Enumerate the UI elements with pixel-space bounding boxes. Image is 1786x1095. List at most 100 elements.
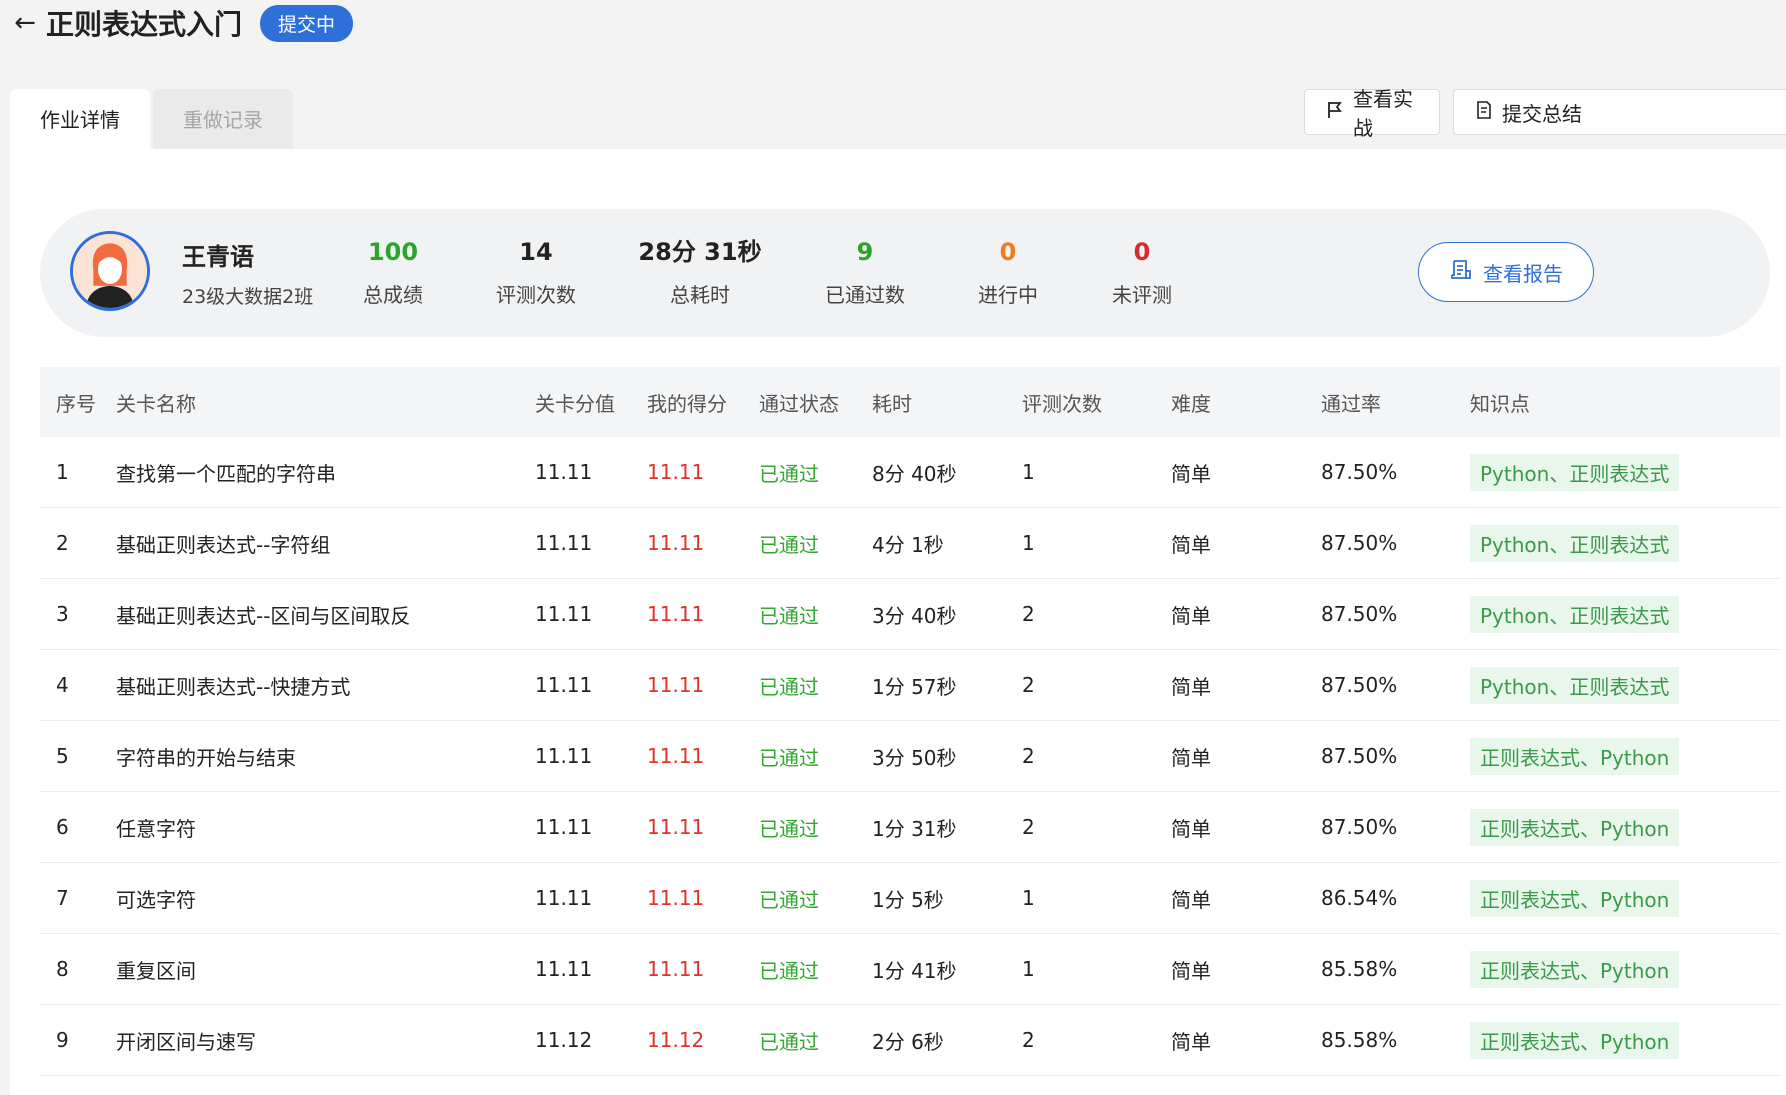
pass-status: 已通过 [759, 1029, 819, 1054]
table-row[interactable]: 6 任意字符 11.11 11.11 已通过 1分 31秒 2 简单 87.50% 正则表达式、P… [40, 792, 1780, 863]
level-name[interactable]: 可选字符 [116, 887, 196, 912]
level-name[interactable]: 基础正则表达式--快捷方式 [116, 674, 351, 699]
table-row[interactable]: 4 基础正则表达式--快捷方式 11.11 11.11 已通过 1分 57秒 2 简单 87.5… [40, 650, 1780, 721]
knowledge-tag: 正则表达式、Python [1470, 737, 1680, 775]
level-points: 11.12 [535, 1028, 593, 1052]
knowledge-tag: Python、正则表达式 [1470, 524, 1680, 562]
level-points: 11.11 [535, 460, 593, 484]
stat-in-progress: 0 进行中 [978, 237, 1038, 308]
pass-status: 已通过 [759, 461, 819, 486]
row-index: 1 [56, 460, 69, 484]
time-spent: 1分 31秒 [872, 816, 957, 841]
my-score: 11.12 [647, 1028, 705, 1052]
time-spent: 1分 5秒 [872, 887, 944, 912]
row-index: 7 [56, 886, 69, 910]
document-icon [1474, 100, 1494, 125]
evaluation-count: 2 [1022, 815, 1035, 839]
tab-bar: 作业详情 重做记录 [10, 89, 293, 149]
stat-value: 28分 31秒 [638, 238, 762, 266]
my-score: 11.11 [647, 815, 705, 839]
my-score: 11.11 [647, 957, 705, 981]
evaluation-count: 1 [1022, 957, 1035, 981]
row-index: 2 [56, 531, 69, 555]
row-index: 8 [56, 957, 69, 981]
evaluation-count: 1 [1022, 886, 1035, 910]
table-row[interactable]: 1 查找第一个匹配的字符串 11.11 11.11 已通过 8分 40秒 1 简单 87.50%… [40, 437, 1780, 508]
row-index: 5 [56, 744, 69, 768]
tab-redo-records[interactable]: 重做记录 [153, 89, 293, 149]
column-header: 通过率 [1321, 391, 1381, 416]
level-name[interactable]: 查找第一个匹配的字符串 [116, 461, 336, 486]
knowledge-tag: Python、正则表达式 [1470, 666, 1680, 704]
flag-icon [1325, 100, 1345, 125]
pass-rate: 87.50% [1321, 673, 1398, 697]
column-header: 关卡名称 [116, 391, 196, 416]
difficulty: 简单 [1171, 745, 1211, 770]
level-name[interactable]: 开闭区间与速写 [116, 1029, 256, 1054]
pass-rate: 85.58% [1321, 1028, 1398, 1052]
level-name[interactable]: 重复区间 [116, 958, 196, 983]
status-badge: 提交中 [260, 4, 354, 42]
knowledge-tag: Python、正则表达式 [1470, 595, 1680, 633]
time-spent: 1分 57秒 [872, 674, 957, 699]
view-practice-button[interactable]: 查看实战 [1304, 87, 1440, 140]
column-header: 关卡分值 [535, 391, 615, 416]
level-points: 11.11 [535, 673, 593, 697]
level-name[interactable]: 字符串的开始与结束 [116, 745, 296, 770]
stat-total-time: 28分 31秒 总耗时 [638, 237, 761, 308]
level-points: 11.11 [535, 744, 593, 768]
difficulty: 简单 [1171, 461, 1211, 486]
student-name: 王青语 [182, 243, 254, 271]
level-name[interactable]: 任意字符 [116, 816, 196, 841]
difficulty: 简单 [1171, 1029, 1211, 1054]
table-body: 1 查找第一个匹配的字符串 11.11 11.11 已通过 8分 40秒 1 简单 87.50%… [40, 437, 1780, 1076]
pass-status: 已通过 [759, 745, 819, 770]
knowledge-tag: 正则表达式、Python [1470, 950, 1680, 988]
table-row[interactable]: 9 开闭区间与速写 11.12 11.12 已通过 2分 6秒 2 简单 85.58% 正则表达式… [40, 1005, 1780, 1076]
submit-summary-button[interactable]: 提交总结 [1453, 89, 1786, 135]
table-row[interactable]: 3 基础正则表达式--区间与区间取反 11.11 11.11 已通过 3分 40秒 2 简单 8… [40, 579, 1780, 650]
level-name[interactable]: 基础正则表达式--字符组 [116, 532, 331, 557]
submit-summary-label: 提交总结 [1502, 101, 1582, 126]
row-index: 9 [56, 1028, 69, 1052]
knowledge-tags: 正则表达式、Python [1470, 950, 1680, 988]
evaluation-count: 2 [1022, 744, 1035, 768]
evaluation-count: 2 [1022, 602, 1035, 626]
table-header: 序号 关卡名称 关卡分值 我的得分 通过状态 耗时 评测次数 难度 通过率 知识… [40, 367, 1780, 437]
level-name[interactable]: 基础正则表达式--区间与区间取反 [116, 603, 411, 628]
stat-value: 14 [519, 238, 553, 266]
pass-status: 已通过 [759, 532, 819, 557]
view-report-button[interactable]: 查看报告 [1418, 242, 1594, 302]
pass-rate: 87.50% [1321, 531, 1398, 555]
column-header: 通过状态 [759, 391, 839, 416]
stat-passed-count: 9 已通过数 [825, 237, 905, 308]
time-spent: 4分 1秒 [872, 532, 944, 557]
column-header: 评测次数 [1022, 391, 1102, 416]
difficulty: 简单 [1171, 674, 1211, 699]
report-icon [1449, 258, 1473, 287]
stat-evaluation-count: 14 评测次数 [496, 237, 576, 308]
evaluation-count: 2 [1022, 673, 1035, 697]
level-points: 11.11 [535, 531, 593, 555]
difficulty: 简单 [1171, 603, 1211, 628]
pass-rate: 87.50% [1321, 815, 1398, 839]
stat-total-score: 100 总成绩 [363, 237, 423, 308]
column-header: 难度 [1171, 391, 1211, 416]
pass-rate: 87.50% [1321, 744, 1398, 768]
table-row[interactable]: 2 基础正则表达式--字符组 11.11 11.11 已通过 4分 1秒 1 简单 87.50%… [40, 508, 1780, 579]
level-points: 11.11 [535, 957, 593, 981]
page-title: 正则表达式入门 [46, 8, 243, 41]
pass-rate: 87.50% [1321, 460, 1398, 484]
table-row[interactable]: 8 重复区间 11.11 11.11 已通过 1分 41秒 1 简单 85.58% 正则表达式、P… [40, 934, 1780, 1005]
level-points: 11.11 [535, 815, 593, 839]
table-row[interactable]: 5 字符串的开始与结束 11.11 11.11 已通过 3分 50秒 2 简单 87.50% 正则… [40, 721, 1780, 792]
tab-assignment-details[interactable]: 作业详情 [10, 89, 150, 149]
table-row[interactable]: 7 可选字符 11.11 11.11 已通过 1分 5秒 1 简单 86.54% 正则表达式、Py… [40, 863, 1780, 934]
back-arrow-icon[interactable]: ← [14, 8, 36, 38]
page-header: ← 正则表达式入门 提交中 [10, 0, 354, 46]
pass-rate: 85.58% [1321, 957, 1398, 981]
difficulty: 简单 [1171, 958, 1211, 983]
avatar [70, 231, 150, 311]
stat-label: 已通过数 [825, 283, 905, 307]
row-index: 4 [56, 673, 69, 697]
